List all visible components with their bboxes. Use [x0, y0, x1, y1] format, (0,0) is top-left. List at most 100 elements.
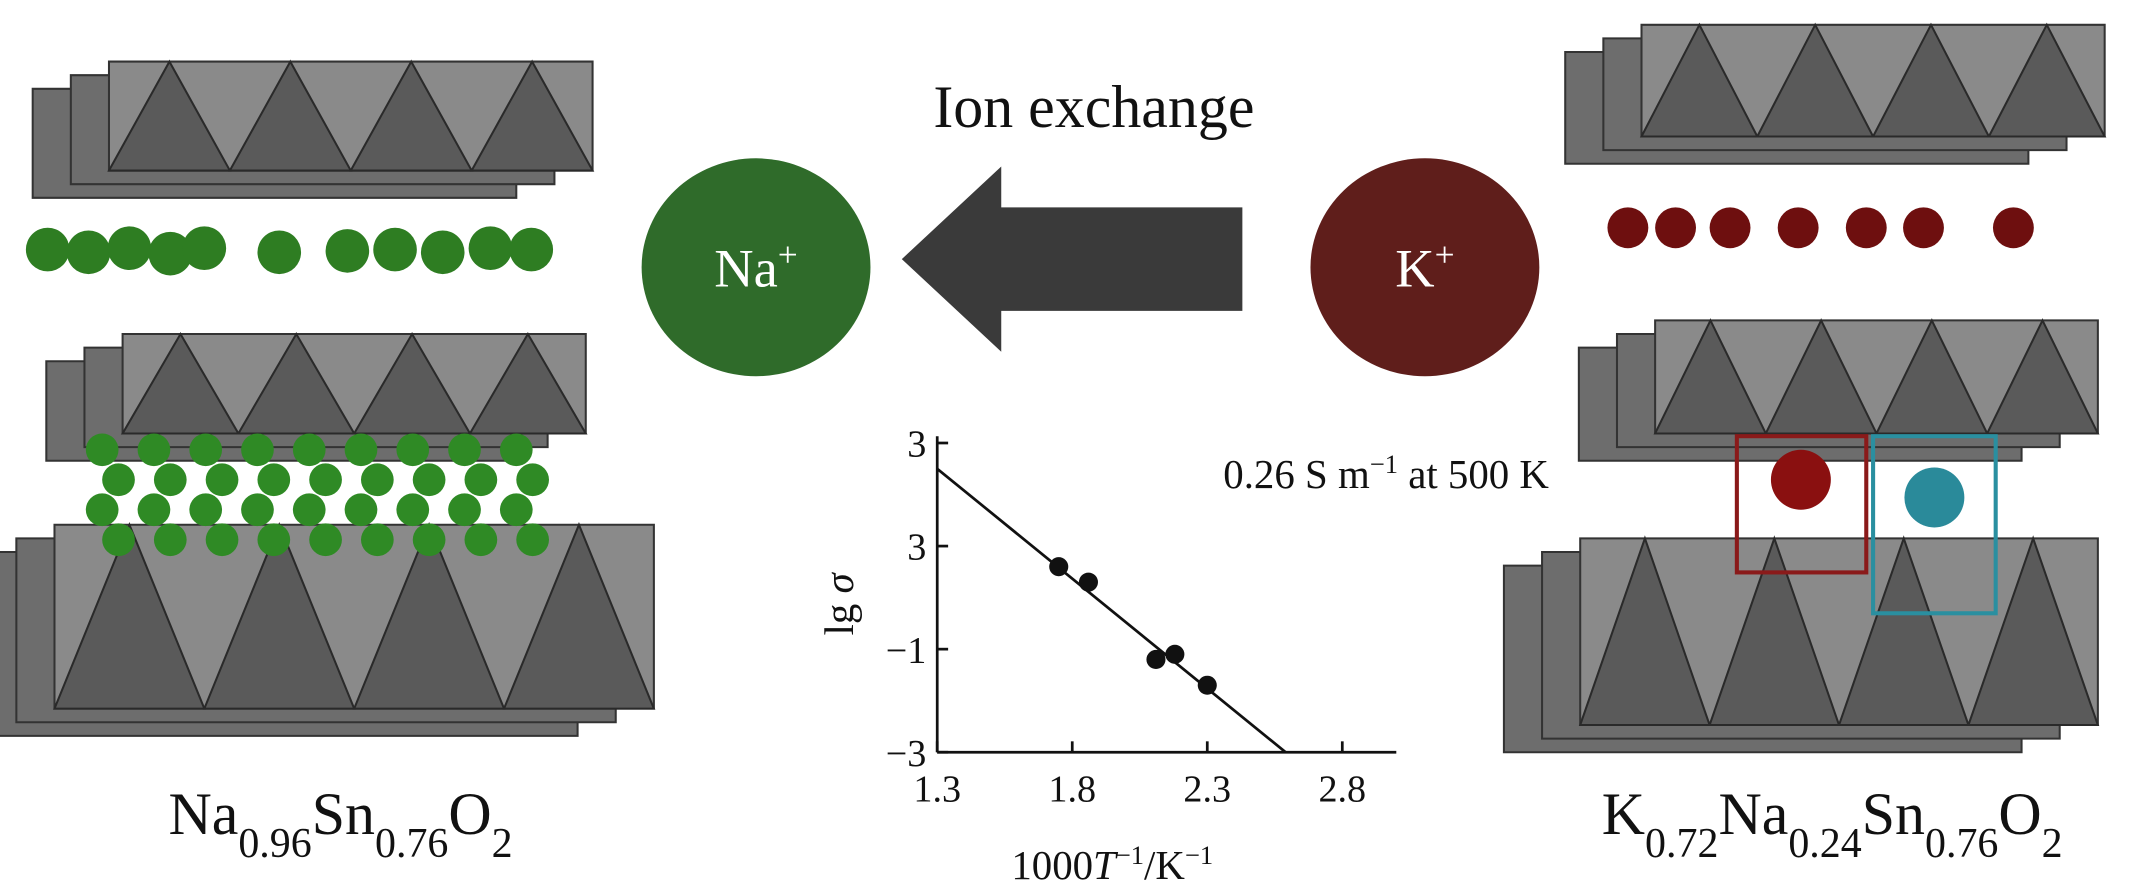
- k-site: [1734, 434, 1869, 575]
- na-atom: [464, 523, 498, 557]
- octahedron: [1871, 22, 1991, 138]
- na-ion: [641, 158, 871, 377]
- text-part: σ: [817, 572, 862, 594]
- k-atom: [1903, 207, 1944, 249]
- text-part: +: [778, 234, 798, 274]
- na-atom: [102, 463, 135, 497]
- na-atom: [309, 523, 342, 557]
- text-part: O: [1998, 781, 2041, 847]
- na-atom: [509, 227, 554, 272]
- na-atom: [360, 463, 394, 497]
- na-atom: [1904, 467, 1965, 528]
- octahedron: [1764, 318, 1879, 435]
- k-atom: [1655, 207, 1696, 249]
- na-atom: [107, 226, 152, 270]
- na-atom: [241, 493, 274, 527]
- text-part: +: [1435, 234, 1455, 274]
- na-atom: [257, 230, 302, 275]
- text-part: −1: [1370, 449, 1398, 479]
- y-tick-label: 3: [907, 527, 926, 569]
- octahedron: [349, 59, 474, 172]
- fit-line: [936, 467, 1287, 754]
- na-atom: [344, 433, 378, 467]
- octahedron: [202, 522, 356, 710]
- na-atom: [25, 227, 70, 272]
- na-atom: [85, 493, 119, 527]
- na-atom: [137, 433, 171, 467]
- k-atom: [1709, 207, 1751, 249]
- octahedron: [352, 522, 506, 710]
- na-atom: [412, 523, 446, 557]
- text-part: Sn: [1862, 781, 1925, 847]
- data-point: [1049, 557, 1069, 577]
- na-atom: [241, 433, 274, 467]
- na-atom: [396, 493, 430, 527]
- title: Ion exchange: [933, 74, 1254, 140]
- octahedron: [1653, 318, 1768, 435]
- k-atom: [1777, 207, 1819, 249]
- na-atom: [420, 230, 465, 275]
- na-atom: [499, 433, 533, 467]
- text-part: at 500 K: [1398, 452, 1549, 497]
- octahedron: [1837, 535, 1970, 727]
- octahedron: [228, 59, 353, 172]
- text-part: 1000: [1011, 843, 1093, 886]
- data-point: [1197, 675, 1217, 695]
- k-ion-label: K+: [1395, 234, 1454, 298]
- text-part: Na: [168, 781, 238, 847]
- na-atom: [137, 493, 171, 527]
- na-atom: [182, 226, 227, 270]
- text-part: 0.96: [238, 821, 311, 867]
- octahedron: [1708, 535, 1841, 727]
- octahedron: [120, 331, 241, 435]
- text-part: 0.76: [1925, 821, 1998, 867]
- right-formula: K0.72Na0.24Sn0.76O2: [1602, 781, 2063, 867]
- na-atom: [257, 523, 291, 557]
- na-atom: [292, 433, 326, 467]
- na-atom: [468, 226, 513, 270]
- na-atom: [499, 493, 533, 527]
- octahedron: [1987, 22, 2107, 138]
- na-atom: [516, 463, 549, 497]
- na-atom: [205, 523, 239, 557]
- text-part: Na: [1718, 781, 1788, 847]
- x-tick-label: 1.3: [913, 768, 961, 810]
- octahedron: [1639, 22, 1759, 138]
- na-atom: [344, 493, 378, 527]
- na-atom: [360, 523, 394, 557]
- na-atom: [448, 433, 481, 467]
- text-part: −1: [1116, 840, 1144, 870]
- text-part: 0.76: [375, 821, 448, 867]
- x-tick-label: 2.3: [1183, 768, 1231, 810]
- data-point: [1165, 644, 1185, 664]
- na-atom: [189, 493, 223, 527]
- y-tick-label: 3: [907, 424, 926, 466]
- na-atom: [102, 523, 135, 557]
- na-atom: [448, 493, 481, 527]
- y-tick-label: −3: [886, 733, 927, 775]
- k-atom: [1845, 207, 1887, 249]
- text-part: T: [1093, 843, 1119, 886]
- octahedron: [1755, 22, 1875, 138]
- left-formula: Na0.96Sn0.76O2: [168, 781, 512, 867]
- x-axis-label: 1000T−1/K−1: [1011, 840, 1213, 886]
- octahedron: [1985, 318, 2100, 435]
- k-atom: [1992, 207, 2034, 249]
- na-atom: [148, 231, 193, 276]
- octahedron: [1874, 318, 1989, 435]
- text-part: 2: [2042, 821, 2063, 867]
- na-atom: [516, 523, 549, 557]
- octahedron: [502, 522, 656, 710]
- annotation: 0.26 S m−1 at 500 K: [1223, 449, 1549, 497]
- na-atom: [66, 230, 111, 275]
- text-part: /K: [1144, 843, 1185, 886]
- na-atom: [464, 463, 498, 497]
- na-atom: [292, 493, 326, 527]
- k-ion: [1310, 158, 1540, 377]
- crystal-structures: [0, 22, 2107, 754]
- text-part: lg: [817, 594, 862, 636]
- octahedron: [469, 59, 595, 172]
